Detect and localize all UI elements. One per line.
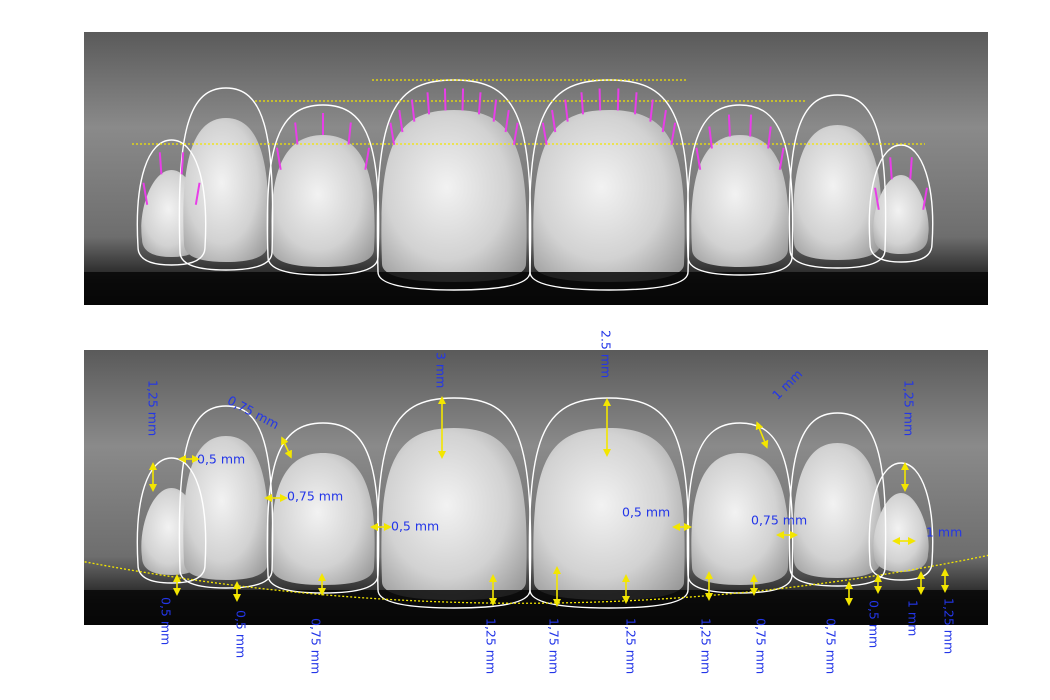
- measurement-label: 0,5 mm: [622, 505, 670, 520]
- reduction-mark: [708, 126, 713, 149]
- tooth-outline: [376, 397, 532, 609]
- reduction-mark: [512, 122, 519, 145]
- reduction-mark: [443, 88, 447, 111]
- reduction-mark: [889, 157, 893, 180]
- tooth: [793, 125, 882, 260]
- measurement-label: 1,25 mm: [902, 380, 917, 436]
- tooth-outline: [528, 79, 690, 291]
- measurement-label: 1,25 mm: [484, 618, 499, 674]
- tooth-outline: [178, 87, 274, 271]
- tooth-outline: [868, 462, 934, 581]
- tooth: [533, 428, 685, 600]
- photo-top: [84, 32, 988, 305]
- reduction-mark: [426, 92, 431, 115]
- reduction-mark: [158, 152, 163, 175]
- measurement-label: 0,75 mm: [824, 618, 839, 674]
- reduction-mark: [727, 114, 731, 137]
- measurement-label: 0,5 mm: [197, 452, 245, 467]
- measurement-label: 0,75 mm: [751, 513, 807, 528]
- reduction-mark: [661, 109, 667, 133]
- measurement-label: 0,75 mm: [309, 618, 324, 674]
- reduction-mark: [922, 187, 928, 210]
- tooth-outline: [686, 104, 794, 276]
- reduction-mark: [492, 99, 498, 122]
- tooth: [873, 175, 929, 254]
- tooth: [793, 443, 882, 578]
- reduction-mark: [580, 92, 584, 115]
- measurement-label: 3 mm: [434, 352, 449, 388]
- tooth: [183, 436, 269, 580]
- reduction-mark: [398, 109, 404, 133]
- measurement-label: 0,5 mm: [234, 610, 249, 658]
- reduction-mark: [874, 187, 880, 210]
- measurement-label: 2.5 mm: [599, 330, 614, 378]
- tooth: [691, 135, 789, 267]
- reduction-mark: [142, 182, 149, 205]
- measurement-label: 1,25 mm: [146, 380, 161, 436]
- reduction-mark: [909, 157, 913, 180]
- incisal-curve: [84, 554, 988, 604]
- measurement-label: 1 mm: [926, 525, 962, 540]
- tooth-outline: [788, 94, 887, 269]
- measurement-label: 0,5 mm: [391, 519, 439, 534]
- reduction-mark: [670, 122, 677, 145]
- measurement-label: 1,25 mm: [942, 598, 957, 654]
- reduction-mark: [410, 99, 416, 122]
- tooth-outline: [376, 79, 532, 291]
- tooth-outline: [868, 144, 934, 263]
- measure-arrow: [755, 421, 769, 449]
- reduction-mark: [695, 147, 702, 170]
- measure-arrow: [281, 436, 292, 459]
- shadow: [84, 272, 988, 305]
- reduction-mark: [767, 126, 772, 149]
- measurement-label: 1 mm: [906, 600, 921, 636]
- reduction-mark: [504, 109, 510, 133]
- reduction-mark: [541, 122, 548, 145]
- measurement-label: 1,25 mm: [624, 618, 639, 674]
- measurement-label: 1,25 mm: [699, 618, 714, 674]
- photo-bottom: [84, 350, 988, 625]
- reduction-mark: [275, 147, 282, 170]
- tooth-outline: [136, 457, 207, 584]
- reduction-mark: [180, 152, 185, 175]
- tooth: [873, 493, 929, 572]
- reduction-mark: [778, 147, 785, 170]
- tooth: [691, 453, 789, 585]
- tooth: [271, 453, 375, 585]
- reduction-mark: [477, 92, 482, 115]
- tooth-outline: [136, 139, 207, 266]
- tooth: [183, 118, 269, 262]
- reduction-mark: [598, 88, 602, 111]
- measurement-label: 0,5 mm: [867, 600, 882, 648]
- measurement-label: 1,75 mm: [547, 618, 562, 674]
- reduction-mark: [347, 122, 352, 145]
- tooth: [381, 110, 527, 282]
- reduction-mark: [389, 122, 396, 145]
- reduction-mark: [194, 182, 201, 205]
- tooth: [271, 135, 375, 267]
- shadow: [84, 590, 988, 625]
- reduction-mark: [551, 109, 557, 133]
- tooth-outline: [266, 422, 380, 594]
- tooth-outline: [686, 422, 794, 594]
- measurement-label: 0,75 mm: [287, 489, 343, 504]
- tooth: [381, 428, 527, 600]
- reduction-mark: [294, 122, 299, 145]
- reduction-mark: [634, 92, 638, 115]
- measurement-label: 0,5 mm: [159, 597, 174, 645]
- measurement-label: 0,75 mm: [754, 618, 769, 674]
- reduction-mark: [461, 88, 465, 111]
- tooth-outline: [528, 397, 690, 609]
- tooth-outline: [266, 104, 380, 276]
- reduction-mark: [616, 88, 620, 111]
- tooth: [533, 110, 685, 282]
- tooth-outline: [788, 412, 887, 587]
- reduction-mark: [564, 99, 569, 122]
- reduction-mark: [364, 147, 371, 170]
- tooth-outline: [178, 405, 274, 589]
- reduction-mark: [649, 99, 654, 122]
- reduction-mark: [749, 114, 753, 137]
